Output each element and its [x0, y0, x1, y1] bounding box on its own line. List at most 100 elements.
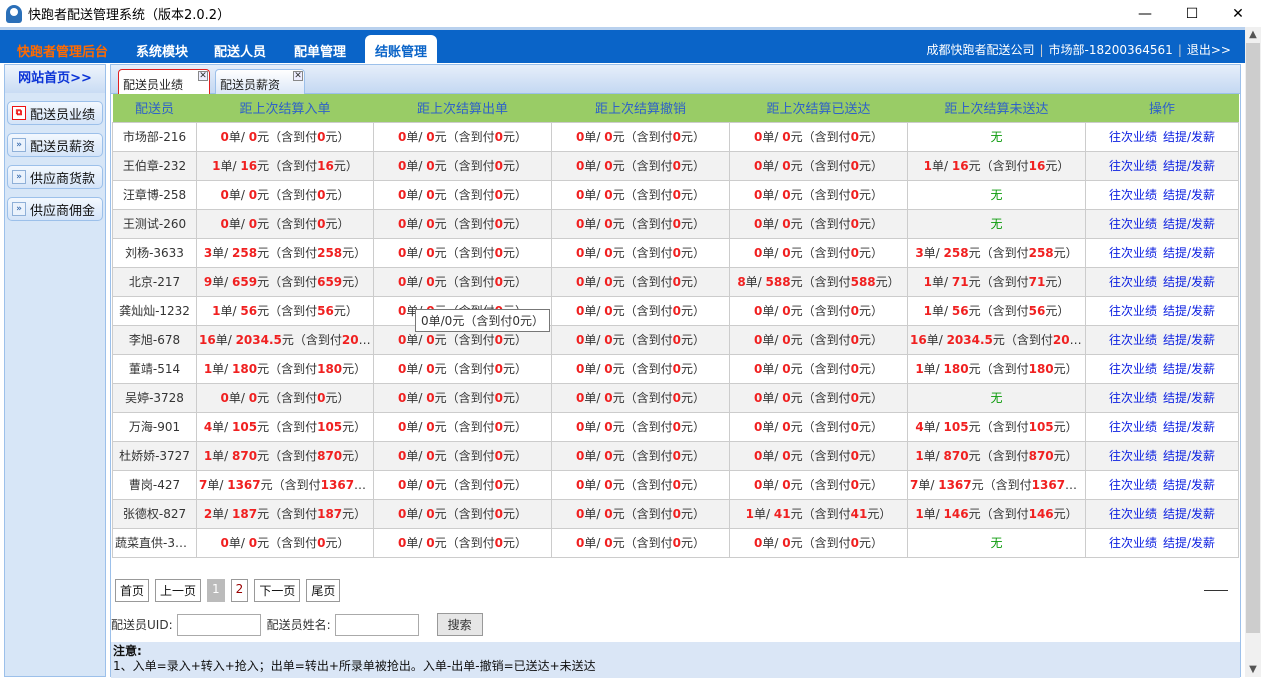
settle-pay-link[interactable]: 结提/发薪	[1162, 391, 1216, 405]
first-page-button[interactable]: 首页	[115, 579, 150, 602]
home-link[interactable]: 网站首页>>	[5, 65, 105, 93]
prev-page-button[interactable]: 上一页	[155, 579, 202, 602]
stat-cell: 0单/ 0元（含到付0元）	[551, 527, 730, 558]
settle-pay-link[interactable]: 结提/发薪	[1162, 362, 1216, 376]
settle-pay-link[interactable]: 结提/发薪	[1162, 130, 1216, 144]
history-performance-link[interactable]: 往次业绩	[1108, 478, 1157, 492]
history-performance-link[interactable]: 往次业绩	[1108, 246, 1157, 260]
settle-pay-link[interactable]: 结提/发薪	[1162, 246, 1216, 260]
settle-pay-link[interactable]: 结提/发薪	[1162, 507, 1216, 521]
cod-amount: 0	[672, 188, 681, 202]
next-page-button[interactable]: 下一页	[254, 579, 301, 602]
cod-amount: 0	[494, 478, 503, 492]
orders-unit: 单/	[406, 275, 427, 289]
cod-amount: 588	[850, 275, 876, 289]
amount-unit: 元（含到付	[968, 275, 1029, 289]
settle-pay-link[interactable]: 结提/发薪	[1162, 536, 1216, 550]
courier-name: 龚灿灿-1232	[112, 295, 197, 326]
nav-couriers[interactable]: 配送人员	[214, 45, 267, 60]
scrollbar-thumb[interactable]	[1246, 43, 1260, 633]
sidebar-item-supplier-payment[interactable]: » 供应商货款	[7, 165, 103, 189]
cod-unit: 元）	[858, 217, 883, 231]
nav-settlement[interactable]: 结账管理	[365, 35, 438, 63]
amount: 0	[604, 188, 613, 202]
maximize-button[interactable]: ☐	[1185, 5, 1199, 22]
name-input[interactable]	[334, 613, 419, 636]
stat-cell: 0单/ 0元（含到付0元）	[373, 440, 552, 471]
stat-cell: 1单/ 180元（含到付180元）	[196, 353, 374, 384]
nav-dispatch[interactable]: 配单管理	[294, 45, 347, 60]
cod-amount: 0	[672, 507, 681, 521]
amount: 16	[240, 159, 258, 173]
stat-cell: 16单/ 2034.5元（含到付2034.5元）	[907, 324, 1086, 355]
orders-unit: 单/	[228, 217, 249, 231]
history-performance-link[interactable]: 往次业绩	[1108, 275, 1157, 289]
sidebar-item-supplier-commission[interactable]: » 供应商佣金	[7, 197, 103, 221]
settle-pay-link[interactable]: 结提/发薪	[1162, 478, 1216, 492]
history-performance-link[interactable]: 往次业绩	[1108, 420, 1157, 434]
history-performance-link[interactable]: 往次业绩	[1108, 217, 1157, 231]
tab-courier-salary[interactable]: 配送员薪资 ✕	[215, 69, 305, 94]
cod-unit: 元）	[502, 420, 527, 434]
settle-pay-link[interactable]: 结提/发薪	[1162, 159, 1216, 173]
scroll-down-icon[interactable]: ▼	[1249, 664, 1257, 675]
history-performance-link[interactable]: 往次业绩	[1108, 304, 1157, 318]
actions-cell: 往次业绩 结提/发薪	[1085, 150, 1239, 181]
close-tab-icon[interactable]: ✕	[198, 71, 208, 81]
stat-cell: 0单/ 0元（含到付0元）	[373, 266, 552, 297]
settle-pay-link[interactable]: 结提/发薪	[1162, 217, 1216, 231]
orders-unit: 单/	[762, 391, 783, 405]
amount-unit: 元（含到付	[257, 246, 318, 260]
minimize-button[interactable]: —	[1138, 5, 1152, 22]
cod-unit: 元）	[502, 391, 527, 405]
tab-courier-performance[interactable]: 配送员业绩 ✕	[118, 69, 210, 94]
page-1-button[interactable]: 1	[207, 579, 225, 602]
cod-amount: 0	[850, 159, 859, 173]
last-page-button[interactable]: 尾页	[306, 579, 341, 602]
cod-amount: 0	[494, 449, 503, 463]
amount-unit: 元（含到付	[434, 246, 495, 260]
amount-unit: 元（含到付	[612, 304, 673, 318]
uid-input[interactable]	[176, 613, 261, 636]
settle-pay-link[interactable]: 结提/发薪	[1162, 449, 1216, 463]
sidebar-item-courier-performance[interactable]: ⧉ 配送员业绩	[7, 101, 103, 125]
history-performance-link[interactable]: 往次业绩	[1108, 159, 1157, 173]
history-performance-link[interactable]: 往次业绩	[1108, 507, 1157, 521]
cod-unit: 元）	[680, 333, 705, 347]
vertical-scrollbar[interactable]: ▲ ▼	[1245, 27, 1261, 677]
cod-unit: 元）	[867, 507, 892, 521]
cod-amount: 146	[1028, 507, 1054, 521]
close-button[interactable]: ✕	[1232, 5, 1244, 22]
page-2-button[interactable]: 2	[230, 579, 249, 602]
orders-unit: 单/	[215, 333, 236, 347]
none-text: 无	[990, 536, 1003, 550]
history-performance-link[interactable]: 往次业绩	[1108, 130, 1157, 144]
double-chevron-icon: »	[12, 202, 26, 216]
orders-unit: 单/	[762, 159, 783, 173]
history-performance-link[interactable]: 往次业绩	[1108, 188, 1157, 202]
cod-unit: 元）	[858, 304, 883, 318]
search-button[interactable]: 搜索	[436, 613, 483, 636]
settle-pay-link[interactable]: 结提/发薪	[1162, 333, 1216, 347]
history-performance-link[interactable]: 往次业绩	[1108, 333, 1157, 347]
sidebar-item-courier-salary[interactable]: » 配送员薪资	[7, 133, 103, 157]
history-performance-link[interactable]: 往次业绩	[1108, 536, 1157, 550]
history-performance-link[interactable]: 往次业绩	[1108, 449, 1157, 463]
brand-logo[interactable]: 快跑者管理后台	[17, 45, 109, 60]
settle-pay-link[interactable]: 结提/发薪	[1162, 188, 1216, 202]
close-tab-icon[interactable]: ✕	[293, 71, 303, 81]
settle-pay-link[interactable]: 结提/发薪	[1162, 275, 1216, 289]
cod-unit: 元）	[502, 478, 527, 492]
scroll-up-icon[interactable]: ▲	[1249, 29, 1257, 40]
history-performance-link[interactable]: 往次业绩	[1108, 391, 1157, 405]
logout-link[interactable]: 退出>>	[1186, 43, 1231, 57]
settle-pay-link[interactable]: 结提/发薪	[1162, 420, 1216, 434]
settle-pay-link[interactable]: 结提/发薪	[1162, 304, 1216, 318]
history-performance-link[interactable]: 往次业绩	[1108, 362, 1157, 376]
actions-cell: 往次业绩 结提/发薪	[1085, 208, 1239, 239]
amount-unit: 元（含到付	[612, 420, 673, 434]
name-label: 配送员姓名:	[266, 618, 331, 632]
nav-system-modules[interactable]: 系统模块	[136, 45, 189, 60]
amount: 2034.5	[946, 333, 993, 347]
cod-unit: 元）	[858, 449, 883, 463]
